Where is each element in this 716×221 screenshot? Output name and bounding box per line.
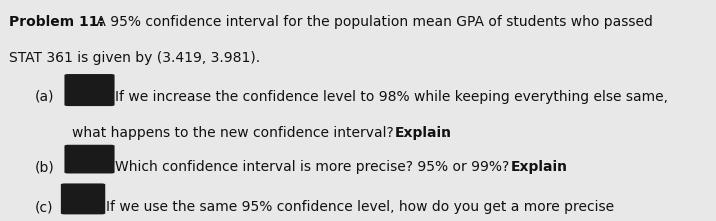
FancyBboxPatch shape bbox=[61, 183, 105, 214]
Text: (a): (a) bbox=[34, 90, 54, 103]
Text: STAT 361 is given by (3.419, 3.981).: STAT 361 is given by (3.419, 3.981). bbox=[9, 51, 261, 65]
Text: If we use the same 95% confidence level, how do you get a more precise: If we use the same 95% confidence level,… bbox=[106, 200, 614, 214]
FancyBboxPatch shape bbox=[64, 145, 115, 173]
Text: .: . bbox=[442, 126, 447, 140]
Text: (c): (c) bbox=[34, 200, 53, 214]
Text: Explain: Explain bbox=[511, 160, 568, 174]
Text: what happens to the new confidence interval?: what happens to the new confidence inter… bbox=[72, 126, 397, 140]
Text: A 95% confidence interval for the population mean GPA of students who passed: A 95% confidence interval for the popula… bbox=[92, 15, 652, 29]
FancyBboxPatch shape bbox=[64, 74, 115, 106]
Text: Problem 11:: Problem 11: bbox=[9, 15, 105, 29]
Text: Explain: Explain bbox=[395, 126, 453, 140]
Text: Which confidence interval is more precise? 95% or 99%?: Which confidence interval is more precis… bbox=[115, 160, 513, 174]
Text: .: . bbox=[558, 160, 562, 174]
Text: (b): (b) bbox=[34, 160, 54, 174]
Text: If we increase the confidence level to 98% while keeping everything else same,: If we increase the confidence level to 9… bbox=[115, 90, 667, 103]
